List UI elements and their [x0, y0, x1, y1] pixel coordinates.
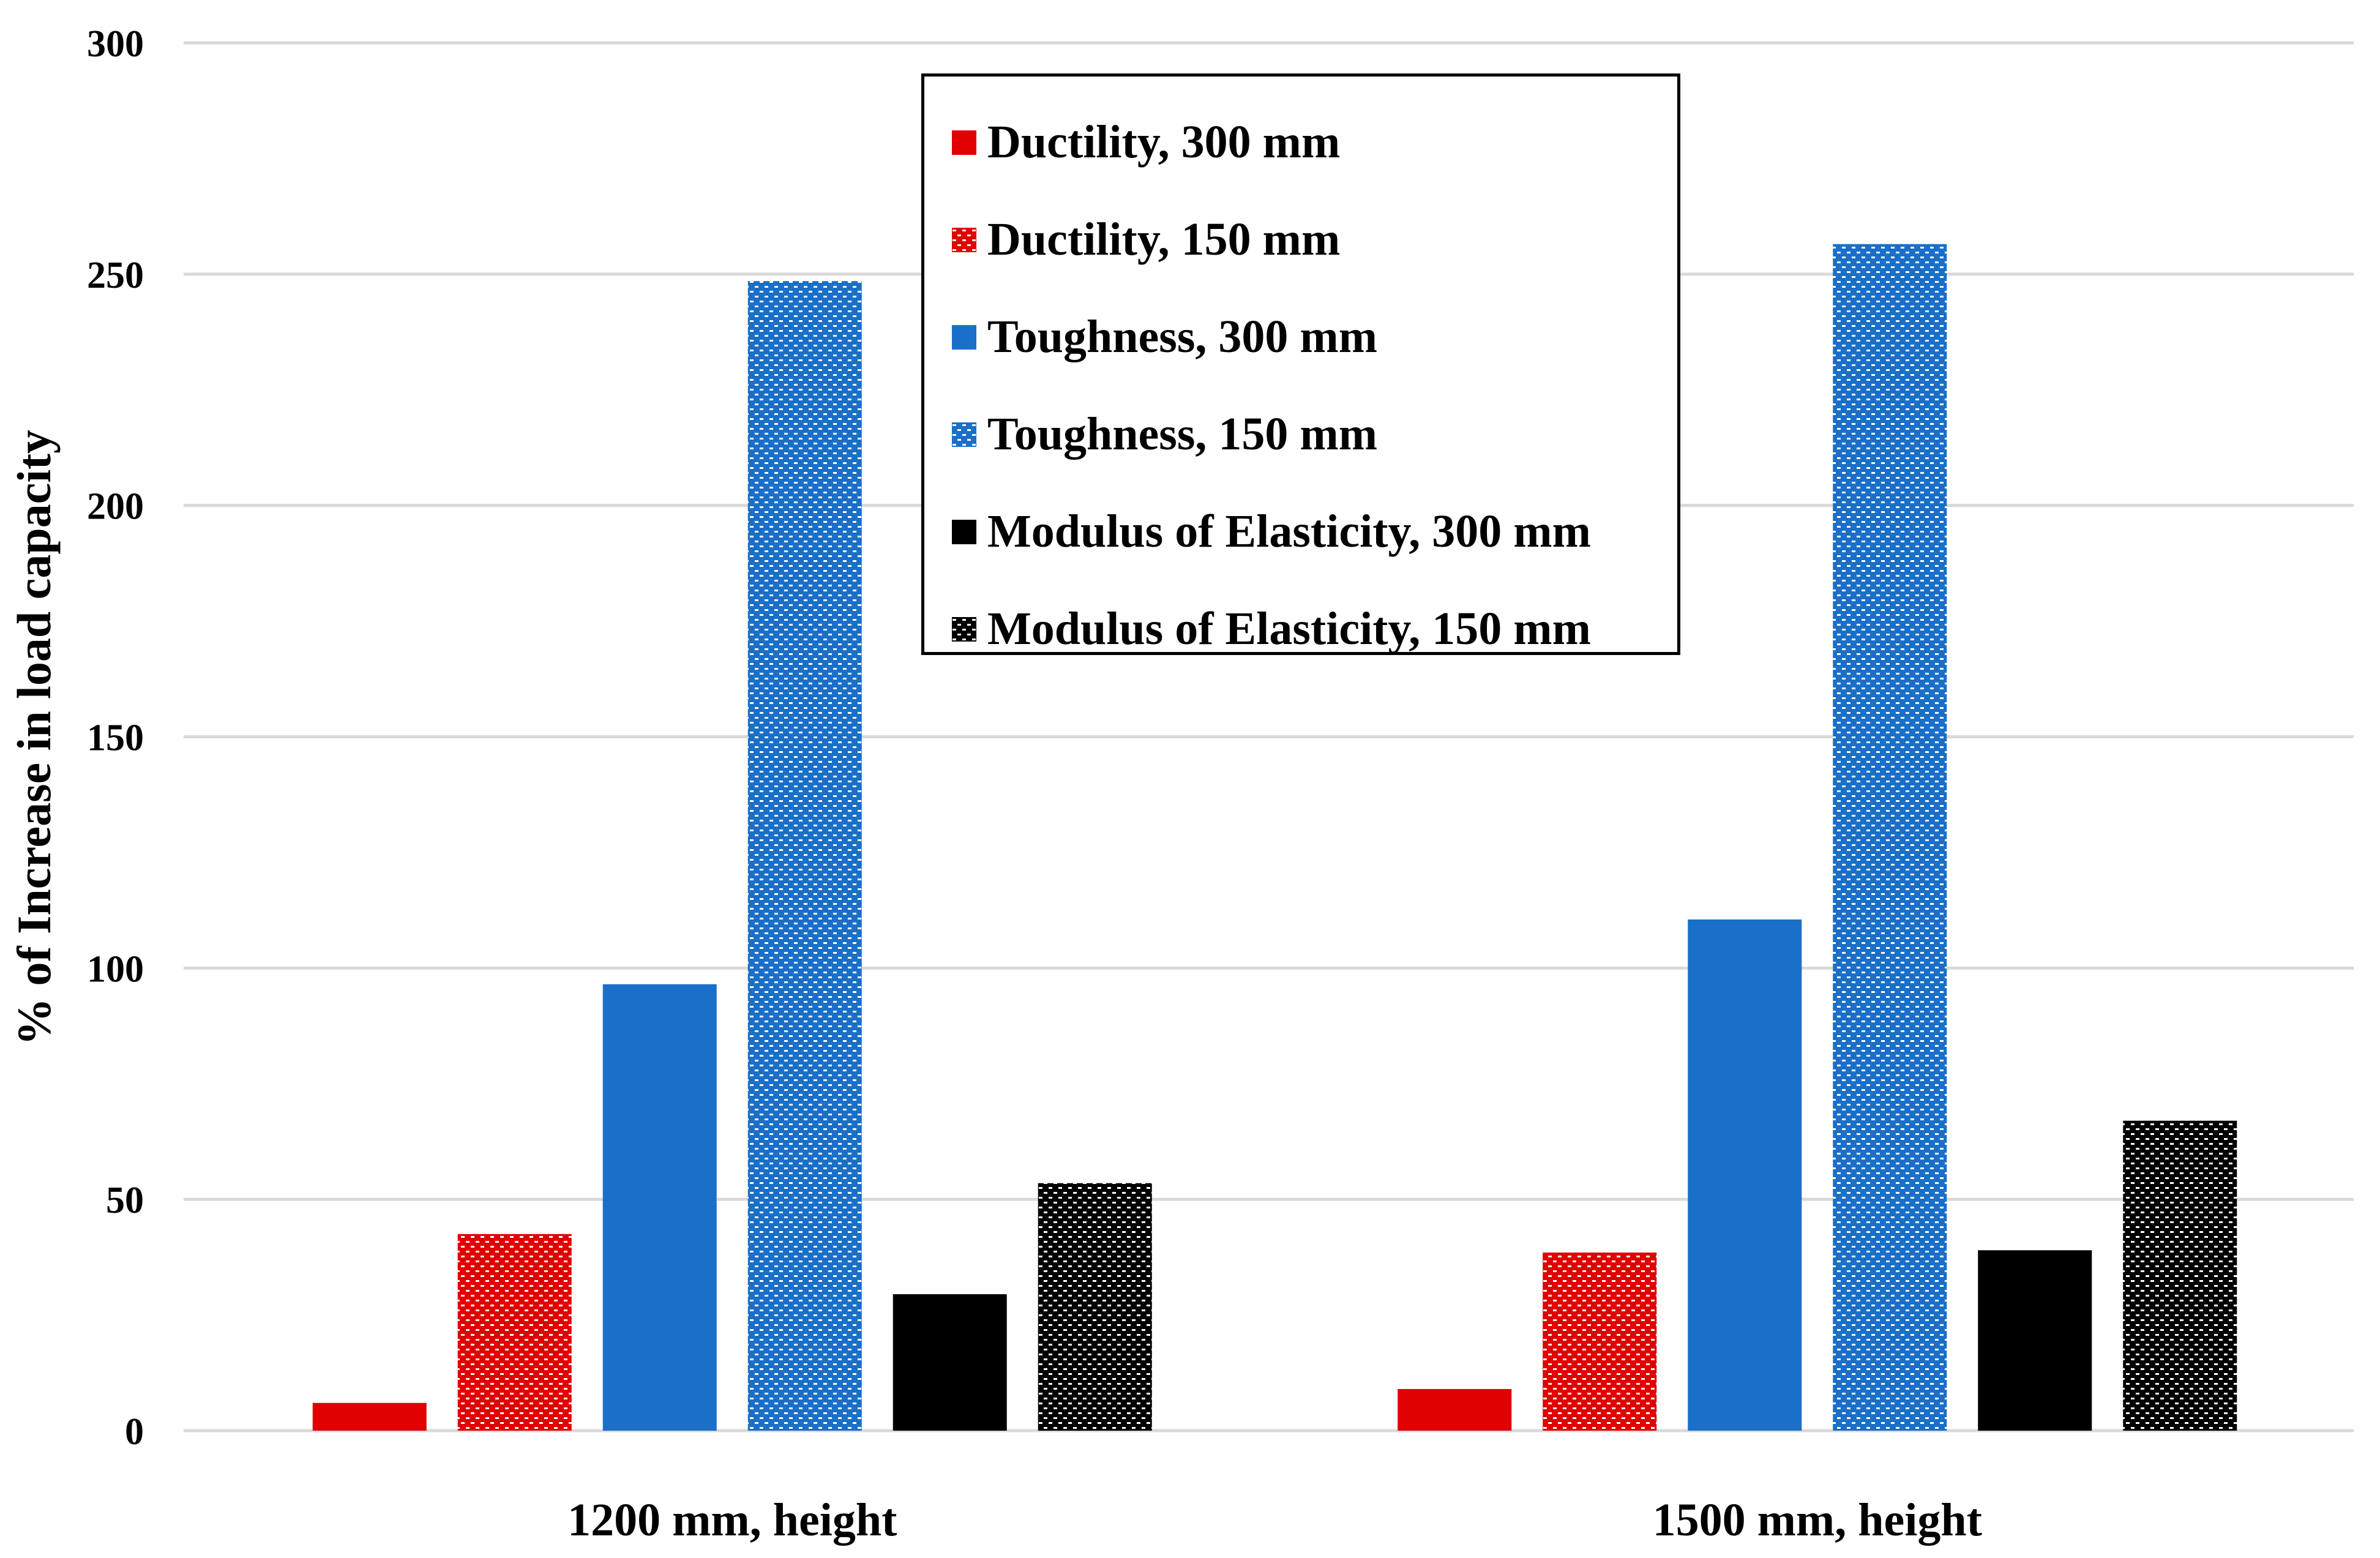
bar-1-2	[1398, 1388, 1512, 1431]
bar-2-2	[1543, 1253, 1657, 1431]
y-tick-label: 200	[87, 486, 144, 528]
legend-label: Toughness, 300 mm	[987, 311, 1378, 362]
legend-item: Ductility, 300 mm	[924, 94, 1677, 191]
y-tick-label: 150	[87, 717, 144, 759]
legend-label: Modulus of Elasticity, 300 mm	[987, 506, 1591, 557]
legend-swatch	[952, 227, 976, 252]
bar-5-1	[892, 1294, 1007, 1431]
y-tick-label: 100	[87, 948, 144, 990]
bar-4-1	[747, 281, 862, 1431]
x-category-label: 1200 mm, height	[567, 1494, 897, 1546]
bar-3-1	[602, 984, 717, 1431]
legend-item: Ductility, 150 mm	[924, 191, 1677, 288]
legend-item: Toughness, 150 mm	[924, 386, 1677, 483]
y-tick-label: 300	[87, 23, 144, 65]
legend-swatch	[952, 130, 976, 155]
bar-2-1	[457, 1234, 572, 1431]
bar-4-2	[1833, 244, 1947, 1431]
legend-label: Ductility, 150 mm	[987, 214, 1341, 265]
x-category-labels: 1200 mm, height 1500 mm, height	[567, 1494, 1982, 1546]
y-axis-title: % of Increase in load capacity	[7, 430, 61, 1046]
bar-6-2	[2123, 1120, 2237, 1431]
legend-label: Modulus of Elasticity, 150 mm	[987, 603, 1591, 654]
y-tick-label: 0	[125, 1411, 144, 1453]
legend-item: Modulus of Elasticity, 150 mm	[924, 580, 1677, 678]
legend-swatch	[952, 616, 976, 642]
bar-1-1	[312, 1403, 427, 1431]
legend-item: Modulus of Elasticity, 300 mm	[924, 483, 1677, 580]
y-tick-labels: 0 50 100 150 200 250 300	[87, 23, 144, 1453]
legend-label: Toughness, 150 mm	[987, 408, 1378, 460]
legend-label: Ductility, 300 mm	[987, 116, 1341, 168]
bar-5-2	[1978, 1250, 2092, 1431]
legend-item: Toughness, 300 mm	[924, 288, 1677, 386]
legend-swatch	[952, 519, 976, 544]
x-category-label: 1500 mm, height	[1653, 1494, 1982, 1546]
bar-3-2	[1688, 919, 1802, 1431]
legend-swatch	[952, 324, 976, 350]
y-tick-label: 250	[87, 255, 144, 296]
legend-swatch	[952, 422, 976, 447]
legend: Ductility, 300 mm Ductility, 150 mm Toughn…	[921, 73, 1680, 655]
bar-6-1	[1038, 1183, 1152, 1431]
y-tick-label: 50	[106, 1180, 144, 1221]
bars	[312, 244, 2237, 1431]
